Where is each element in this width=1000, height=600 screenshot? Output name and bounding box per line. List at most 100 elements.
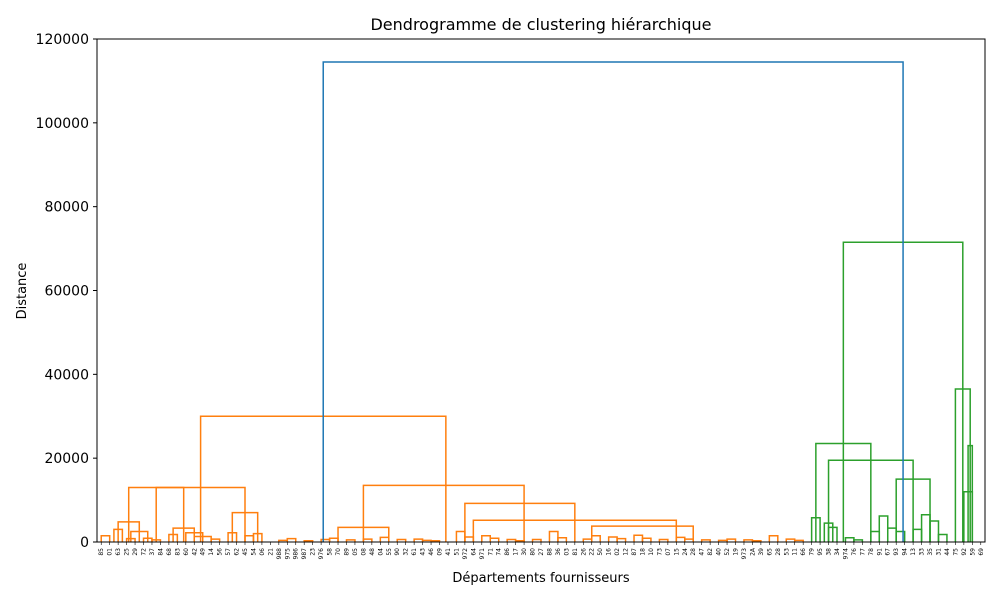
leaf-label: 986 — [293, 548, 300, 560]
dendrogram-link — [844, 537, 855, 542]
leaf-label: 81 — [572, 548, 579, 556]
leaf-label: 974 — [842, 548, 849, 560]
leaf-label: 84 — [157, 548, 164, 556]
leaf-label: 69 — [978, 548, 985, 556]
leaf-label: 78 — [868, 548, 875, 556]
dendrogram-link — [557, 537, 568, 542]
leaf-label: 45 — [242, 548, 249, 556]
leaf-label: 971 — [479, 548, 486, 560]
leaf-label: 80 — [530, 548, 537, 556]
leaf-label: 08 — [360, 548, 367, 556]
leaf-label: 14 — [208, 548, 215, 556]
dendrogram-link — [464, 536, 475, 542]
dendrogram-link — [886, 527, 897, 542]
leaf-label: 75 — [952, 548, 959, 556]
leaf-label: 32 — [403, 548, 410, 556]
leaf-label: 86 — [504, 548, 511, 556]
dendrogram-link — [185, 532, 204, 542]
leaf-label: 03 — [563, 548, 570, 556]
dendrogram-link — [362, 484, 525, 542]
dendrogram-link — [700, 539, 711, 542]
leaf-label: 95 — [817, 548, 824, 556]
leaf-label: 85 — [98, 548, 105, 556]
leaf-label: 58 — [327, 548, 334, 556]
leaf-label: 21 — [267, 548, 274, 556]
plot-frame — [96, 38, 986, 543]
leaf-label: 68 — [166, 548, 173, 556]
leaf-label: 15 — [673, 548, 680, 556]
dendrogram-link — [481, 534, 492, 542]
leaf-label: 92 — [961, 548, 968, 556]
dendrogram-link — [590, 525, 694, 542]
dendrogram-link — [286, 537, 297, 542]
leaf-label: 29 — [132, 548, 139, 556]
dendrogram-link — [912, 528, 923, 542]
dendrogram-link — [675, 536, 686, 542]
dendrogram-link — [726, 538, 737, 542]
dendrogram-link — [853, 539, 864, 542]
leaf-label: 973 — [741, 548, 748, 560]
dendrogram-link — [531, 538, 542, 542]
dendrogram-link — [345, 539, 356, 542]
leaf-label: 2A — [749, 547, 756, 556]
leaf-label: 62 — [234, 548, 241, 556]
leaf-label: 26 — [580, 548, 587, 556]
leaf-label: 07 — [665, 548, 672, 556]
y-axis: 0 20000 40000 60000 80000 100000 120000 — [36, 32, 97, 551]
y-tick-label: 40000 — [44, 367, 89, 383]
leaf-label: 73 — [656, 548, 663, 556]
leaf-label: 37 — [149, 548, 156, 556]
chart-title: Dendrogramme de clustering hiérarchique — [370, 15, 711, 34]
leaf-label: 74 — [496, 548, 503, 556]
leaf-label: 94 — [902, 548, 909, 556]
dendrogram-link — [464, 502, 576, 542]
leaf-label: 61 — [411, 548, 418, 556]
leaf-label: 25 — [124, 548, 131, 556]
dendrogram-link — [658, 538, 669, 542]
dendrogram-link — [100, 534, 111, 542]
leaf-label: 30 — [521, 548, 528, 556]
x-axis-leaf-labels: 85 01 63 25 29 72 37 84 68 83 60 42 49 14 56 57 62 45 54 06… — [98, 542, 985, 559]
leaf-label: 28 — [690, 548, 697, 556]
leaf-label: 31 — [935, 548, 942, 556]
leaf-label: 87 — [631, 548, 638, 556]
dendrogram-link — [210, 538, 221, 542]
leaf-label: 66 — [800, 548, 807, 556]
leaf-label: 64 — [470, 548, 477, 556]
leaf-label: 972 — [462, 548, 469, 560]
dendrogram-link — [633, 534, 644, 542]
dendrogram-link — [641, 537, 652, 542]
leaf-label: 57 — [225, 548, 232, 556]
y-tick-label: 60000 — [44, 284, 89, 300]
dendrogram-link — [616, 537, 627, 542]
dendrogram-link — [607, 536, 618, 542]
leaf-label: 90 — [394, 548, 401, 556]
leaf-label: 38 — [826, 548, 833, 556]
leaf-label: 93 — [893, 548, 900, 556]
dendrogram-link — [455, 530, 466, 542]
leaf-label: 48 — [369, 548, 376, 556]
leaf-label: 49 — [200, 548, 207, 556]
leaf-label: 19 — [733, 548, 740, 556]
leaf-label: 70 — [335, 548, 342, 556]
leaf-label: 56 — [217, 548, 224, 556]
leaf-label: 65 — [766, 548, 773, 556]
leaf-label: 53 — [783, 548, 790, 556]
y-tick-label: 120000 — [36, 32, 89, 48]
leaf-label: 09 — [437, 548, 444, 556]
leaf-label: 39 — [758, 548, 765, 556]
y-tick-label: 0 — [80, 535, 89, 551]
dendrogram-link — [920, 514, 931, 542]
leaf-label: 67 — [885, 548, 892, 556]
dendrogram-link — [590, 534, 601, 542]
leaf-label: 72 — [141, 548, 148, 556]
leaf-label: 06 — [259, 548, 266, 556]
y-axis-label: Distance — [15, 263, 30, 320]
leaf-label: 76 — [851, 548, 858, 556]
leaf-label: 42 — [191, 548, 198, 556]
leaf-label: 36 — [555, 548, 562, 556]
dendrogram-link — [548, 530, 559, 542]
leaf-label: 987 — [301, 548, 308, 560]
leaf-label: 34 — [834, 548, 841, 556]
